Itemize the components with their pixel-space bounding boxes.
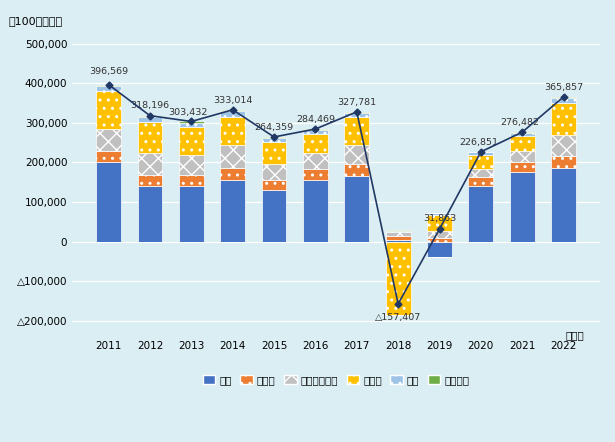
Text: （年）: （年） [566, 331, 584, 341]
Bar [386, 236, 411, 240]
Bar [469, 152, 493, 155]
Bar [303, 152, 328, 169]
Bar [220, 145, 245, 168]
Bar [261, 138, 287, 142]
Bar [220, 117, 245, 145]
Bar [303, 180, 328, 242]
Bar [220, 111, 245, 117]
Bar [469, 178, 493, 186]
Text: 365,857: 365,857 [544, 83, 583, 92]
Bar [303, 169, 328, 180]
Text: 396,569: 396,569 [89, 67, 128, 76]
Bar [138, 186, 162, 242]
Text: 303,432: 303,432 [169, 108, 208, 117]
Bar [261, 137, 287, 138]
Text: 318,196: 318,196 [130, 101, 170, 110]
Bar [96, 91, 121, 129]
Bar [261, 164, 287, 180]
Bar [344, 112, 369, 113]
Bar [551, 97, 576, 98]
Bar [96, 151, 121, 162]
Bar [344, 117, 369, 145]
Bar [469, 186, 493, 242]
Bar [179, 186, 204, 242]
Bar [220, 110, 245, 111]
Bar [344, 145, 369, 164]
Text: △157,407: △157,407 [375, 312, 421, 322]
Bar [510, 172, 534, 242]
Bar [386, 232, 411, 236]
Bar [138, 116, 162, 117]
Bar [551, 103, 576, 135]
Text: 327,781: 327,781 [337, 98, 376, 107]
Bar [138, 122, 162, 153]
Bar [344, 176, 369, 242]
Bar [551, 168, 576, 242]
Bar [510, 132, 534, 133]
Bar [261, 190, 287, 242]
Bar [303, 129, 328, 130]
Bar [179, 122, 204, 123]
Bar [220, 180, 245, 242]
Bar [344, 164, 369, 176]
Bar [303, 134, 328, 152]
Bar [427, 238, 452, 242]
Bar [510, 162, 534, 172]
Bar [551, 98, 576, 103]
Bar [510, 136, 534, 151]
Bar [179, 127, 204, 155]
Bar [96, 84, 121, 86]
Bar [469, 155, 493, 169]
Bar [138, 175, 162, 186]
Bar [427, 242, 452, 257]
Text: 264,359: 264,359 [255, 123, 293, 132]
Text: （100万ドル）: （100万ドル） [9, 16, 63, 26]
Bar [551, 156, 576, 168]
Bar [179, 155, 204, 175]
Bar [96, 129, 121, 151]
Bar [551, 135, 576, 156]
Bar [510, 133, 534, 136]
Bar [386, 240, 411, 242]
Bar [220, 168, 245, 180]
Bar [386, 231, 411, 232]
Bar [138, 153, 162, 175]
Text: 276,482: 276,482 [501, 118, 540, 127]
Bar [179, 175, 204, 186]
Bar [303, 130, 328, 134]
Bar [96, 86, 121, 91]
Legend: 欧州, カナダ, アジア大洋州, 中南米, 中東, アフリカ: 欧州, カナダ, アジア大洋州, 中南米, 中東, アフリカ [199, 371, 474, 389]
Bar [427, 213, 452, 216]
Text: 284,469: 284,469 [296, 115, 335, 124]
Bar [138, 117, 162, 122]
Bar [179, 123, 204, 127]
Text: 333,014: 333,014 [213, 96, 252, 105]
Bar [96, 162, 121, 242]
Bar [510, 151, 534, 162]
Text: 226,851: 226,851 [459, 138, 498, 147]
Bar [386, 242, 411, 315]
Bar [261, 180, 287, 190]
Bar [469, 169, 493, 178]
Bar [427, 231, 452, 238]
Bar [344, 113, 369, 117]
Text: 31,863: 31,863 [423, 214, 456, 224]
Bar [427, 216, 452, 231]
Bar [261, 142, 287, 164]
